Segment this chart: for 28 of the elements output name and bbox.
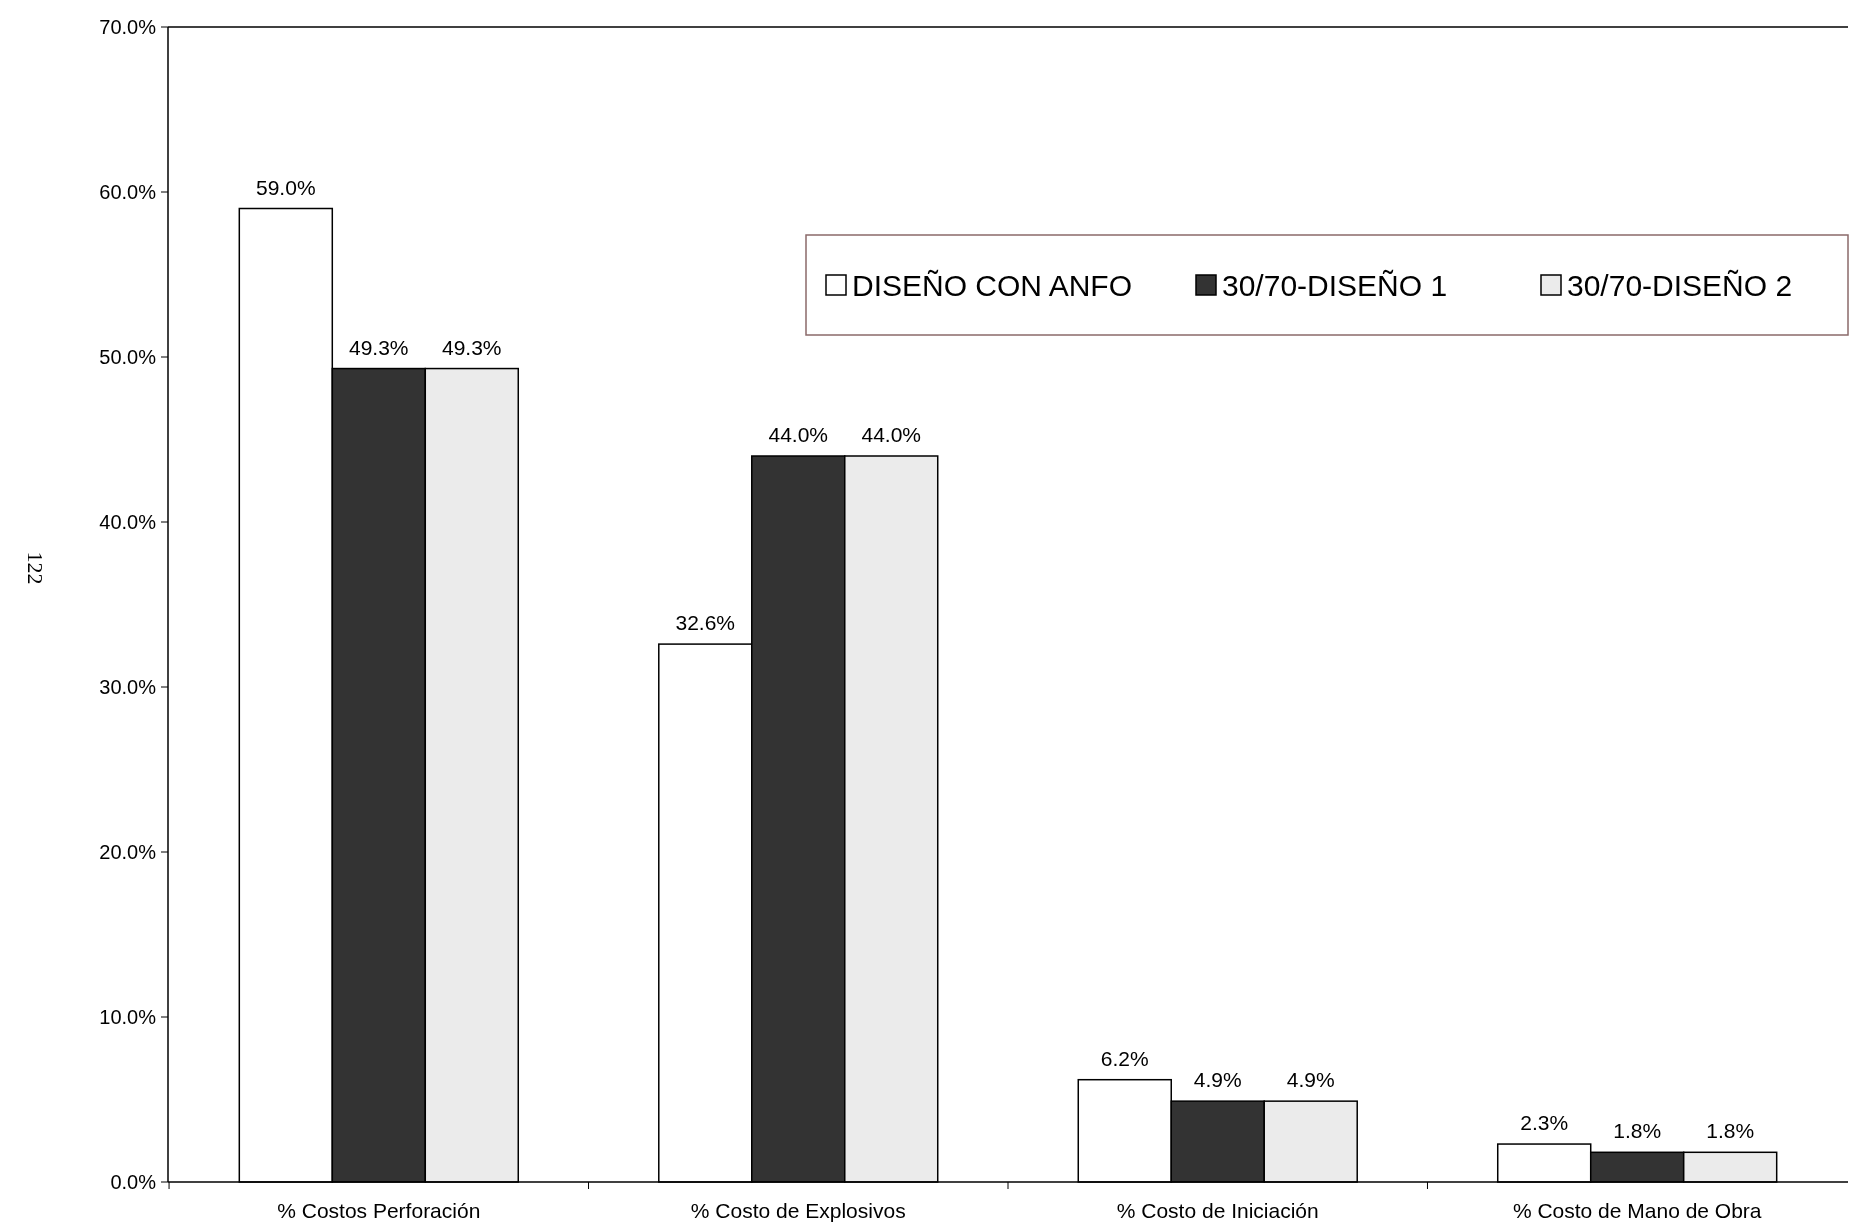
data-label: 6.2% [1100,1046,1149,1070]
x-tick-label: % Costo de Iniciación [1116,1199,1319,1222]
data-label: 49.3% [442,335,502,359]
data-label: 44.0% [768,423,829,446]
data-label: 59.0% [256,175,316,199]
data-label: 4.9% [1286,1068,1335,1092]
y-tick-label: 20.0% [99,841,157,863]
data-label: 1.8% [1613,1119,1662,1143]
data-label: 44.0% [861,423,922,446]
data-label: 2.3% [1520,1111,1569,1135]
x-tick-label: % Costos Perforación [277,1199,481,1222]
x-tick-label: % Costo de Mano de Obra [1512,1199,1762,1222]
data-label: 1.8% [1706,1119,1755,1143]
data-label: 49.3% [349,335,409,359]
legend-label: 30/70-DISEÑO 2 [1567,268,1793,302]
y-tick-label: 70.0% [99,16,157,38]
legend-label: 30/70-DISEÑO 1 [1222,268,1448,302]
y-tick-label: 50.0% [99,346,157,368]
y-tick-label: 30.0% [99,676,157,698]
y-tick-label: 0.0% [110,1171,157,1193]
data-label: 4.9% [1193,1068,1242,1092]
x-tick-label: % Costo de Explosivos [690,1199,906,1222]
y-tick-label: 10.0% [99,1006,157,1028]
y-tick-label: 40.0% [99,511,157,533]
data-label: 32.6% [675,611,736,635]
legend-label: DISEÑO CON ANFO [852,268,1133,302]
text: 122 [23,551,48,585]
y-tick-label: 60.0% [99,181,157,203]
